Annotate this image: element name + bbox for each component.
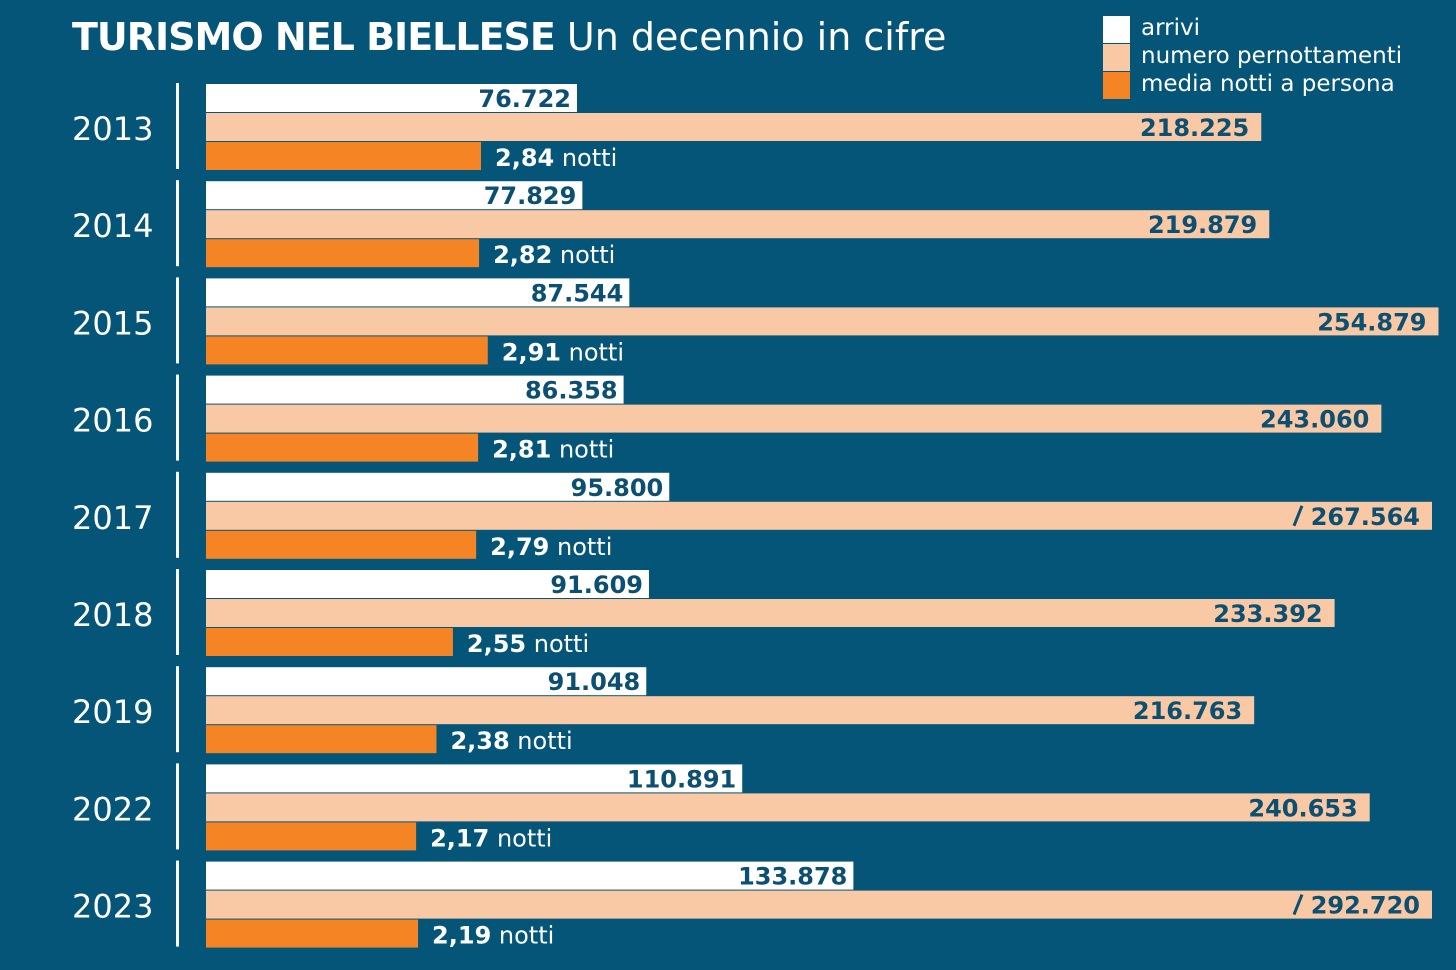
value-label-arrivi: 87.544	[531, 279, 624, 307]
bar-pernottamenti	[206, 307, 1439, 336]
year-label: 2014	[72, 207, 153, 245]
bar-arrivi	[206, 278, 630, 307]
bar-media	[206, 822, 417, 851]
value-label-media: 2,82 notti	[493, 241, 615, 269]
value-label-media: 2,19 notti	[432, 922, 554, 950]
value-label-arrivi: 91.048	[548, 668, 641, 696]
year-separator-line	[176, 374, 179, 461]
chart-title: TURISMO NEL BIELLESE Un decennio in cifre	[72, 14, 946, 60]
year-separator-line	[176, 277, 179, 364]
legend-swatch-media	[1103, 72, 1130, 99]
bar-arrivi	[206, 181, 583, 210]
value-label-arrivi: 76.722	[478, 85, 571, 113]
year-group-2022: 2022 110.891 240.653 2,17 notti	[72, 763, 1370, 852]
bar-media	[206, 530, 477, 559]
year-label: 2017	[72, 499, 153, 537]
legend-swatch-arrivi	[1103, 16, 1130, 43]
value-label-arrivi: 86.358	[525, 377, 618, 405]
bar-media	[206, 433, 479, 462]
year-separator-line	[176, 83, 179, 169]
bar-pernottamenti	[206, 210, 1270, 239]
year-label: 2022	[72, 790, 153, 828]
chart-title-main: TURISMO NEL BIELLESE	[72, 15, 556, 59]
year-group-2016: 2016 86.358 243.060 2,81 notti	[72, 374, 1382, 464]
value-label-arrivi: 110.891	[627, 765, 736, 793]
bar-pernottamenti	[206, 890, 1432, 919]
bar-pernottamenti	[206, 113, 1262, 141]
value-label-arrivi: 91.609	[550, 571, 643, 599]
year-separator-line	[176, 666, 179, 753]
year-separator-line	[176, 860, 179, 947]
bar-pernottamenti	[206, 404, 1382, 433]
value-label-media: 2,38 notti	[450, 727, 572, 755]
bar-arrivi	[206, 764, 743, 793]
bar-pernottamenti	[206, 501, 1432, 530]
year-group-2015: 2015 87.544 254.879 2,91 notti	[72, 277, 1439, 366]
year-separator-line	[176, 569, 179, 655]
year-label: 2023	[72, 888, 153, 926]
bar-pernottamenti	[206, 599, 1335, 627]
legend-swatch-pernottamenti	[1103, 44, 1130, 71]
year-separator-line	[176, 763, 179, 850]
value-label-pernottamenti: 243.060	[1260, 406, 1369, 434]
year-group-2017: 2017 95.800 267.564 2,79 notti	[72, 471, 1432, 561]
year-group-2013: 2013 76.722 218.225 2,84 notti	[72, 83, 1262, 172]
value-label-arrivi: 95.800	[571, 474, 664, 502]
value-label-pernottamenti: 240.653	[1248, 794, 1357, 822]
value-label-media: 2,55 notti	[467, 630, 589, 658]
bar-media	[206, 919, 419, 948]
value-label-pernottamenti: 216.763	[1133, 697, 1242, 725]
value-label-pernottamenti: 267.564	[1311, 503, 1420, 531]
value-label-media: 2,84 notti	[495, 144, 617, 172]
chart-subtitle: Un decennio in cifre	[566, 15, 947, 59]
axis-break-mark	[1292, 894, 1304, 916]
legend-label-media: media notti a persona	[1141, 71, 1395, 97]
bar-arrivi	[206, 570, 649, 598]
year-separator-line	[176, 180, 179, 267]
bar-pernottamenti	[206, 696, 1255, 725]
axis-break-mark	[1292, 505, 1304, 527]
value-label-media: 2,17 notti	[430, 824, 552, 852]
bar-media	[206, 725, 437, 754]
year-label: 2019	[72, 693, 153, 731]
value-label-pernottamenti: 292.720	[1311, 892, 1420, 920]
bar-media	[206, 142, 481, 170]
value-label-pernottamenti: 254.879	[1317, 308, 1426, 336]
bar-arrivi	[206, 375, 624, 404]
year-label: 2016	[72, 402, 153, 440]
bar-pernottamenti	[206, 793, 1370, 822]
value-label-media: 2,79 notti	[490, 533, 612, 561]
year-label: 2013	[72, 110, 153, 148]
year-group-2014: 2014 77.829 219.879 2,82 notti	[72, 180, 1270, 269]
bar-arrivi	[206, 861, 854, 890]
bar-media	[206, 239, 480, 268]
legend-label-arrivi: arrivi	[1141, 15, 1200, 41]
bar-arrivi	[206, 667, 647, 696]
value-label-pernottamenti: 219.879	[1148, 211, 1257, 239]
bar-media	[206, 628, 453, 656]
year-group-2023: 2023 133.878 292.720 2,19 notti	[72, 860, 1432, 950]
bar-media	[206, 336, 488, 365]
year-label: 2018	[72, 596, 153, 634]
year-group-2018: 2018 91.609 233.392 2,55 notti	[72, 569, 1335, 658]
bar-arrivi	[206, 472, 670, 501]
year-separator-line	[176, 471, 179, 558]
legend-label-pernottamenti: numero pernottamenti	[1141, 43, 1403, 69]
value-label-media: 2,91 notti	[502, 338, 624, 366]
value-label-pernottamenti: 218.225	[1140, 114, 1249, 142]
year-group-2019: 2019 91.048 216.763 2,38 notti	[72, 666, 1255, 755]
year-label: 2015	[72, 304, 153, 342]
bar-arrivi	[206, 84, 577, 112]
value-label-pernottamenti: 233.392	[1213, 600, 1322, 628]
value-label-arrivi: 133.878	[738, 863, 847, 891]
value-label-media: 2,81 notti	[492, 436, 614, 464]
value-label-arrivi: 77.829	[484, 182, 577, 210]
